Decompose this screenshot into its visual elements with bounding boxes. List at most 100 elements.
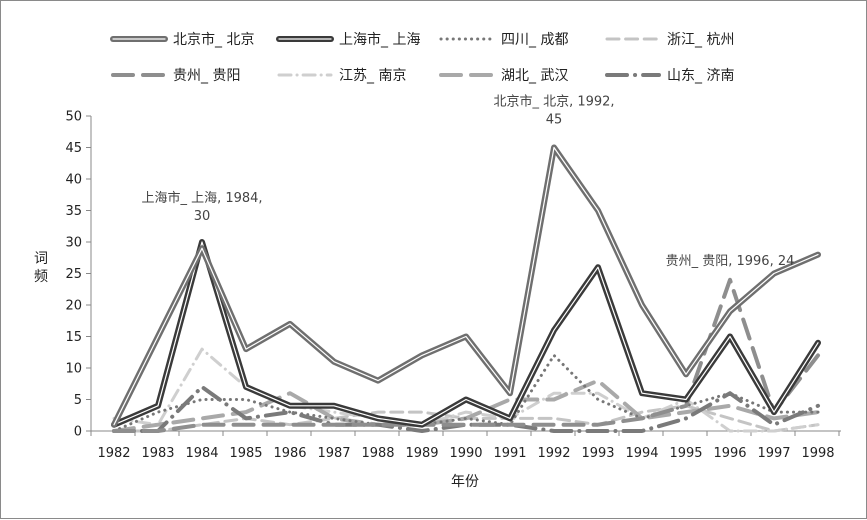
data-point	[640, 303, 644, 307]
data-point	[288, 404, 292, 408]
data-point	[728, 404, 732, 408]
x-ticks: 1982 1983 1984 1985 1986 1987 1988 1989 1990 1991…	[90, 431, 840, 461]
data-point	[552, 353, 556, 357]
legend-item: 北京市_ 北京	[110, 31, 254, 48]
data-point	[728, 335, 732, 339]
data-point	[684, 416, 688, 420]
series-2	[112, 353, 820, 433]
legend-item: 四川_ 成都	[439, 32, 568, 48]
data-point	[552, 328, 556, 332]
legend-item: 江苏_ 南京	[277, 68, 406, 84]
data-point	[464, 398, 468, 402]
x-tick-label: 1998	[801, 446, 834, 461]
x-tick-label: 1988	[361, 446, 394, 461]
series-line-inner	[113, 241, 819, 426]
data-point	[640, 391, 644, 395]
data-point	[156, 429, 160, 433]
data-point	[596, 398, 600, 402]
data-point	[112, 429, 116, 433]
legend-item: 贵州_ 贵阳	[111, 68, 240, 84]
legend-item: 上海市_ 上海	[276, 31, 420, 48]
data-point	[112, 423, 116, 427]
data-point	[376, 410, 380, 414]
data-point	[288, 322, 292, 326]
data-point	[332, 360, 336, 364]
data-point	[552, 423, 556, 427]
y-tick-label: 10	[65, 362, 82, 377]
data-point	[552, 429, 556, 433]
data-point	[552, 146, 556, 150]
data-point	[420, 410, 424, 414]
data-point	[420, 429, 424, 433]
data-point	[728, 429, 732, 433]
data-point	[156, 410, 160, 414]
x-tick-label: 1987	[317, 446, 350, 461]
y-tick-label: 40	[65, 173, 82, 188]
x-tick-label: 1986	[273, 446, 306, 461]
data-point	[464, 410, 468, 414]
y-axis-title: 词频	[34, 251, 48, 285]
data-point	[684, 372, 688, 376]
x-tick-label: 1997	[757, 446, 790, 461]
data-point	[244, 423, 248, 427]
data-point	[332, 416, 336, 420]
data-point	[816, 253, 820, 257]
series-5	[112, 347, 820, 433]
legend-label: 上海市_ 上海	[339, 31, 420, 48]
y-tick-label: 35	[65, 204, 82, 219]
data-point	[508, 391, 512, 395]
x-tick-label: 1993	[581, 446, 614, 461]
data-point	[684, 398, 688, 402]
legend-label: 江苏_ 南京	[339, 68, 406, 84]
x-tick-label: 1995	[669, 446, 702, 461]
data-point	[508, 398, 512, 402]
data-point	[596, 379, 600, 383]
series-line	[112, 347, 820, 433]
legend-label: 湖北_ 武汉	[501, 68, 568, 84]
x-tick-label: 1984	[185, 446, 218, 461]
data-point	[332, 410, 336, 414]
data-annotation-value: 45	[546, 113, 563, 128]
data-point	[772, 429, 776, 433]
data-point	[596, 423, 600, 427]
data-point	[200, 385, 204, 389]
data-point	[244, 410, 248, 414]
legend-label: 四川_ 成都	[501, 32, 568, 48]
data-point	[552, 398, 556, 402]
data-annotation-value: 30	[194, 209, 211, 224]
data-point	[596, 391, 600, 395]
data-annotation: 上海市_ 上海, 1984,	[141, 190, 262, 206]
data-point	[816, 423, 820, 427]
series-line-inner	[113, 146, 819, 426]
x-tick-label: 1985	[229, 446, 262, 461]
data-point	[508, 423, 512, 427]
legend-item: 山东_ 济南	[605, 68, 734, 84]
data-point	[156, 423, 160, 427]
data-point	[288, 423, 292, 427]
data-point	[244, 416, 248, 420]
data-point	[244, 347, 248, 351]
y-tick-label: 25	[65, 267, 82, 282]
data-point	[596, 265, 600, 269]
data-point	[684, 410, 688, 414]
data-point	[464, 416, 468, 420]
data-point	[376, 423, 380, 427]
data-point	[464, 335, 468, 339]
data-point	[420, 423, 424, 427]
annotations: 上海市_ 上海, 1984, 30 北京市_ 北京, 1992, 45 贵州_ 贵阳, …	[141, 94, 794, 269]
legend-label: 北京市_ 北京	[173, 31, 254, 48]
series-line	[112, 277, 820, 433]
x-tick-label: 1990	[449, 446, 482, 461]
data-point	[244, 385, 248, 389]
y-tick-label: 5	[74, 393, 82, 408]
data-point	[288, 391, 292, 395]
data-point	[816, 410, 820, 414]
x-axis-title: 年份	[451, 474, 479, 490]
series-7	[112, 384, 820, 433]
data-point	[596, 209, 600, 213]
series-line	[112, 384, 820, 433]
data-point	[200, 246, 204, 250]
